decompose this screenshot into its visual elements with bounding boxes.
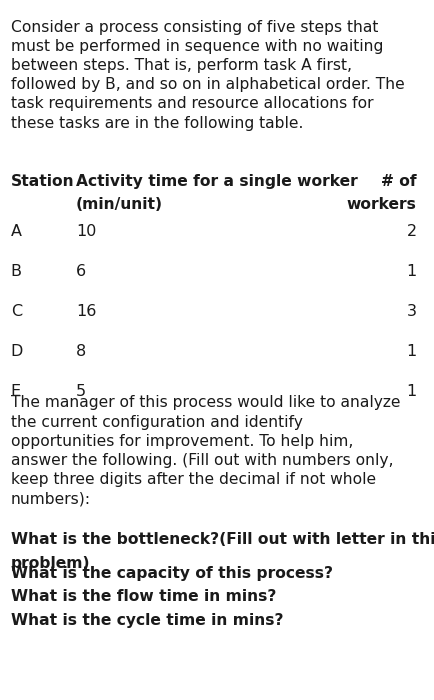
Text: 3: 3 [407, 304, 417, 318]
Text: workers: workers [347, 197, 417, 212]
Text: 2: 2 [407, 224, 417, 239]
Text: 1: 1 [406, 384, 417, 398]
Text: 6: 6 [76, 264, 86, 279]
Text: Consider a process consisting of five steps that
must be performed in sequence w: Consider a process consisting of five st… [11, 20, 404, 131]
Text: The manager of this process would like to analyze
the current configuration and : The manager of this process would like t… [11, 395, 400, 507]
Text: 5: 5 [76, 384, 86, 398]
Text: B: B [11, 264, 22, 279]
Text: 10: 10 [76, 224, 96, 239]
Text: E: E [11, 384, 21, 398]
Text: 1: 1 [406, 344, 417, 358]
Text: problem): problem) [11, 556, 90, 570]
Text: 16: 16 [76, 304, 96, 318]
Text: D: D [11, 344, 23, 358]
Text: (min/unit): (min/unit) [76, 197, 163, 212]
Text: # of: # of [381, 174, 417, 188]
Text: 8: 8 [76, 344, 86, 358]
Text: What is the flow time in mins?: What is the flow time in mins? [11, 589, 276, 604]
Text: What is the bottleneck?(Fill out with letter in this: What is the bottleneck?(Fill out with le… [11, 532, 434, 547]
Text: Activity time for a single worker: Activity time for a single worker [76, 174, 358, 188]
Text: A: A [11, 224, 22, 239]
Text: 1: 1 [406, 264, 417, 279]
Text: C: C [11, 304, 22, 318]
Text: Station: Station [11, 174, 75, 188]
Text: What is the capacity of this process?: What is the capacity of this process? [11, 566, 333, 580]
Text: What is the cycle time in mins?: What is the cycle time in mins? [11, 613, 283, 628]
